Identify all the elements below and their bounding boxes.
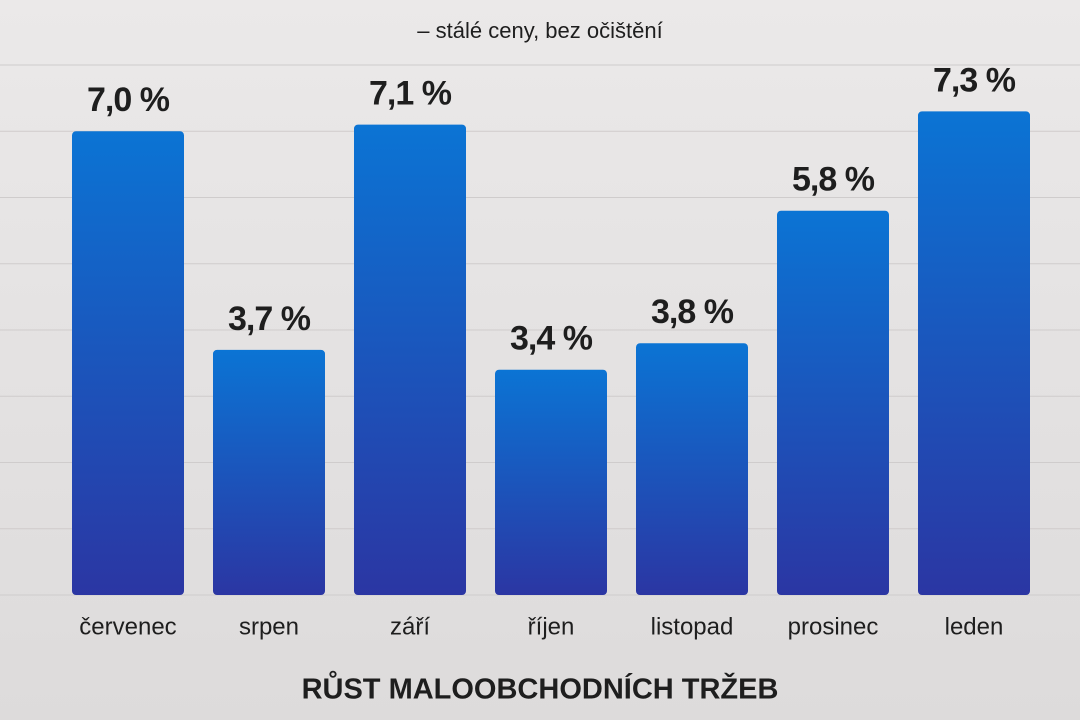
bar (636, 343, 748, 595)
bar (213, 349, 325, 595)
value-label: 3,4 % (510, 320, 593, 358)
chart-title: RŮST MALOOBCHODNÍCH TRŽEB (302, 670, 779, 706)
bar (72, 131, 184, 595)
value-label: 7,1 % (369, 75, 452, 113)
bar (354, 124, 466, 595)
bar (777, 210, 889, 595)
x-tick-label: červenec (79, 613, 176, 640)
bar (918, 111, 1030, 595)
value-label: 7,3 % (933, 61, 1016, 99)
chart-subtitle: – stálé ceny, bez očištění (417, 18, 662, 43)
value-label: 7,0 % (87, 81, 170, 119)
x-tick-label: leden (945, 613, 1004, 640)
value-label: 5,8 % (792, 161, 875, 199)
value-label: 3,8 % (651, 293, 734, 331)
value-label: 3,7 % (228, 300, 311, 338)
x-tick-label: září (390, 613, 430, 640)
x-tick-label: listopad (651, 613, 734, 640)
x-tick-label: srpen (239, 613, 299, 640)
x-tick-label: říjen (528, 613, 575, 640)
bar (495, 369, 607, 595)
x-tick-label: prosinec (788, 613, 879, 640)
